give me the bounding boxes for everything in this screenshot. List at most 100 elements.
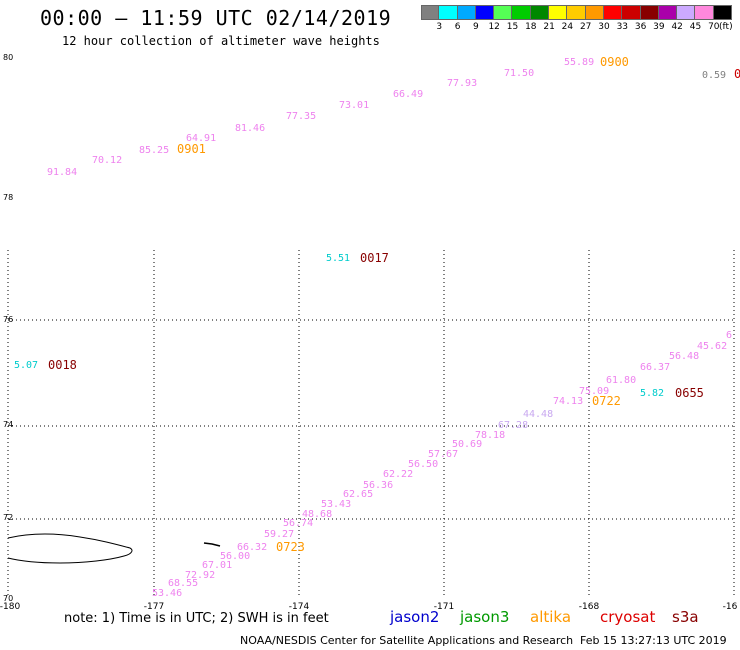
pass-time-label: 0901 — [177, 142, 206, 156]
wave-height-value: 62.22 — [383, 469, 413, 480]
color-scale-label: 45 — [689, 22, 702, 32]
footer-timestamp: Feb 15 13:27:13 UTC 2019 — [580, 634, 727, 647]
lon-tick-label: -171 — [434, 602, 454, 612]
legend-altika: altika — [530, 608, 572, 626]
wave-height-value: 91.84 — [47, 167, 77, 178]
wave-height-value: 74.13 — [553, 396, 583, 407]
color-scale-label: 24 — [561, 22, 574, 32]
wave-height-value: 0.59 — [702, 70, 726, 81]
axis-labels: -180 -177 -174 -171 -168 -16 80 78 76 74 72 70 — [0, 53, 738, 612]
color-scale-label: 12 — [488, 22, 500, 32]
lat-tick-label: 70 — [3, 594, 13, 603]
wave-height-value: 78.18 — [475, 430, 505, 441]
wave-height-value: 56.50 — [408, 459, 438, 470]
pass-time-label: 0722 — [592, 394, 621, 408]
wave-height-value: 57.67 — [428, 449, 458, 460]
wave-height-value: 77.35 — [286, 111, 316, 122]
wave-height-value: 70.12 — [92, 155, 122, 166]
color-swatch — [622, 5, 641, 20]
color-scale-labels: 3 6 9 12 15 18 21 24 27 30 33 36 39 42 45 70 (ft) — [421, 22, 740, 34]
lat-tick-label: 80 — [3, 53, 13, 62]
wave-height-value: 5.82 — [640, 388, 664, 399]
wave-height-value: 66.37 — [640, 362, 670, 373]
color-swatch — [475, 5, 495, 20]
color-scale-label: 42 — [671, 22, 683, 32]
color-scale-label: 27 — [579, 22, 592, 32]
wave-height-value: 5.07 — [14, 360, 38, 371]
lat-tick-label: 78 — [3, 193, 13, 202]
wave-height-value: 59.27 — [264, 529, 294, 540]
wave-height-value: 50.69 — [452, 439, 482, 450]
color-scale-label: 36 — [634, 22, 647, 32]
color-swatch — [549, 5, 568, 20]
color-scale-label: 21 — [543, 22, 555, 32]
color-scale-label: 18 — [525, 22, 537, 32]
legend-jason2: jason2 — [390, 608, 440, 626]
wave-height-value: 5.51 — [326, 253, 350, 264]
wave-height-value: 81.46 — [235, 123, 265, 134]
lon-tick-label: -177 — [144, 602, 164, 612]
color-scale-label: 33 — [616, 22, 629, 32]
color-swatch — [421, 5, 440, 20]
color-swatch — [658, 5, 678, 20]
altimeter-tracks: 91.84 70.12 85.25 64.91 81.46 77.35 73.01 66.49… — [14, 55, 740, 599]
wave-height-value: 66.49 — [393, 89, 423, 100]
wave-height-value: 85.25 — [139, 145, 169, 156]
lat-tick-label: 74 — [3, 420, 13, 429]
lon-tick-label: -16 — [723, 602, 738, 612]
color-scale-label: 30 — [598, 22, 610, 32]
footer-credit: NOAA/NESDIS Center for Satellite Applica… — [240, 634, 574, 647]
wave-height-value: 73.01 — [339, 100, 369, 111]
wave-height-value: 72.92 — [185, 570, 215, 581]
color-scale-label: 39 — [653, 22, 665, 32]
lon-tick-label: -174 — [289, 602, 310, 612]
color-scale-label: 6 — [454, 22, 461, 32]
lon-tick-label: -168 — [579, 602, 600, 612]
pass-time-label: 0017 — [360, 251, 389, 265]
color-swatch — [512, 5, 531, 20]
wave-height-value: 53.43 — [321, 499, 351, 510]
pass-time-label: 0723 — [276, 540, 305, 554]
lat-tick-label: 76 — [3, 315, 13, 324]
wave-height-value: 75.09 — [579, 386, 609, 397]
color-scale-label: 9 — [473, 22, 479, 32]
wave-height-value: 66.32 — [237, 542, 267, 553]
wave-height-value: 64.91 — [186, 133, 216, 144]
color-swatch — [457, 5, 476, 20]
lon-tick-label: -180 — [0, 602, 20, 612]
island-outline — [7, 533, 133, 564]
color-swatch — [585, 5, 604, 20]
wave-height-value: 77.93 — [447, 78, 477, 89]
wave-height-value: 61.80 — [606, 375, 636, 386]
wave-height-value: 56.00 — [220, 551, 250, 562]
color-scale-label: 3 — [436, 22, 443, 32]
page-subtitle: 12 hour collection of altimeter wave hei… — [62, 34, 380, 48]
color-swatch — [567, 5, 586, 20]
wave-height-value: 62.65 — [343, 489, 373, 500]
legend-jason3: jason3 — [460, 608, 510, 626]
coastline — [7, 533, 221, 564]
wave-height-value: 71.50 — [504, 68, 534, 79]
islet-outline — [203, 542, 221, 547]
pass-time-label: 0655 — [675, 386, 704, 400]
color-scale-bar — [421, 5, 733, 20]
color-swatch — [603, 5, 623, 20]
wave-height-value: 67.28 — [498, 420, 528, 431]
wave-height-value: 44.48 — [523, 409, 553, 420]
legend-s3a: s3a — [672, 608, 699, 626]
edge-marker: 0 — [734, 67, 740, 81]
wave-height-value: 55.89 — [564, 57, 594, 68]
color-scale-label: (ft) — [719, 22, 733, 32]
wave-height-value: 67.01 — [202, 560, 232, 571]
pass-time-label: 0900 — [600, 55, 629, 69]
color-swatch — [640, 5, 659, 20]
wave-height-value: 56.36 — [363, 480, 393, 491]
wave-height-value: 53.46 — [152, 588, 182, 599]
color-swatch — [530, 5, 550, 20]
color-swatch — [677, 5, 696, 20]
wave-height-value: 56.74 — [283, 518, 313, 529]
wave-height-value: 45.62 — [697, 341, 727, 352]
legend-note: note: 1) Time is in UTC; 2) SWH is in fe… — [64, 611, 329, 626]
wave-height-value: 6 — [726, 330, 732, 341]
